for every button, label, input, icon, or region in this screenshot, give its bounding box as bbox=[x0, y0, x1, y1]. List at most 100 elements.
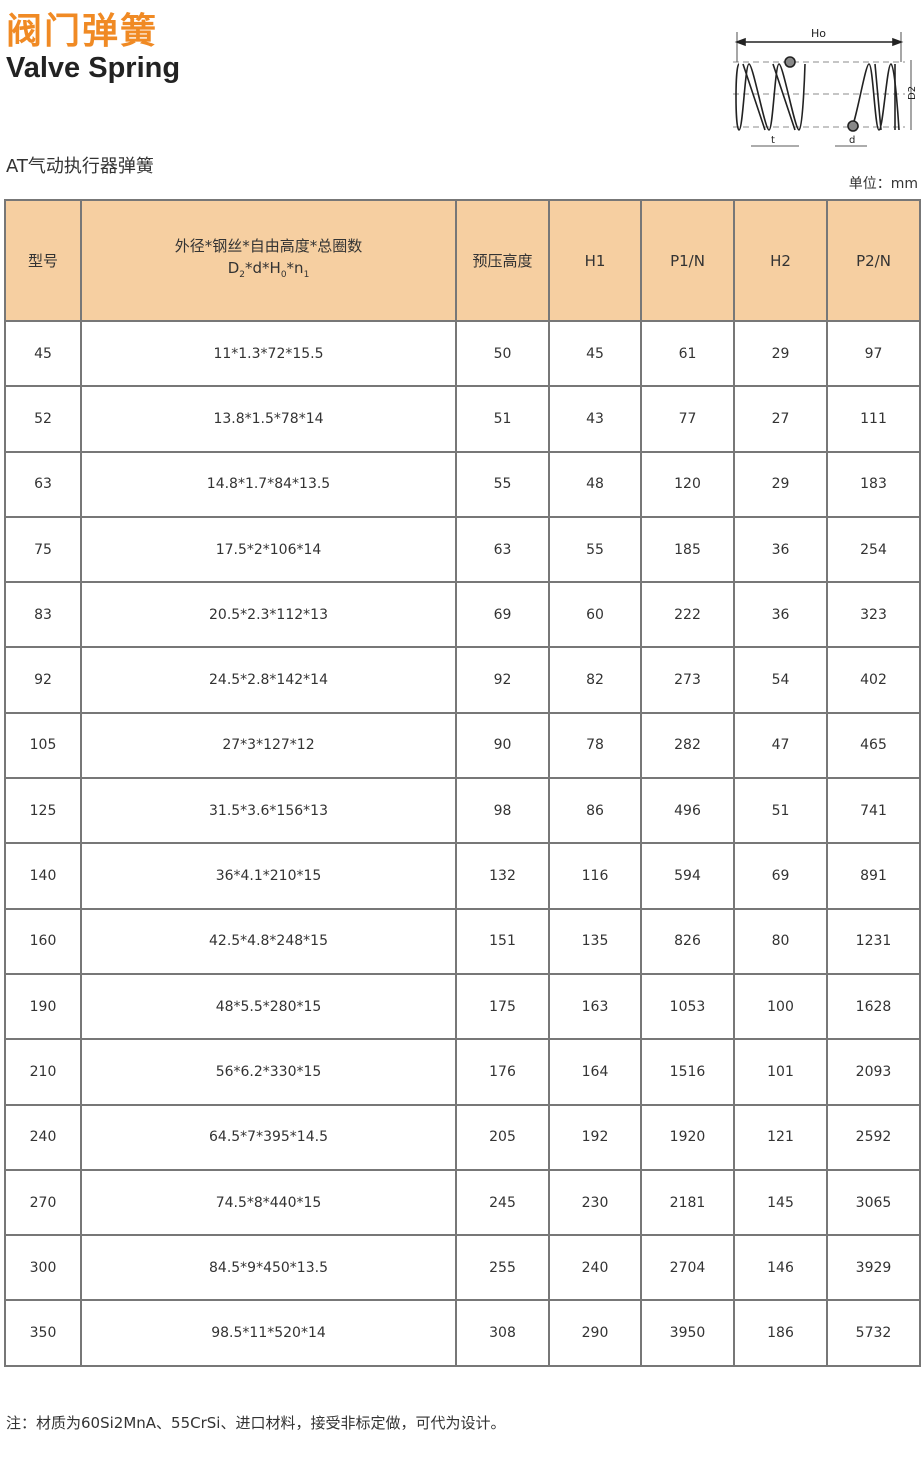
cell-h1: 240 bbox=[548, 1234, 642, 1302]
cell-p2: 741 bbox=[826, 777, 921, 845]
d-label: d bbox=[849, 135, 855, 146]
header-p1: P1/N bbox=[640, 199, 735, 322]
cell-spec: 31.5*3.6*156*13 bbox=[80, 777, 457, 845]
cell-h1: 60 bbox=[548, 581, 642, 649]
cell-p2: 1628 bbox=[826, 972, 921, 1041]
header-preload: 预压高度 bbox=[455, 199, 550, 322]
cell-model: 52 bbox=[4, 385, 82, 453]
cell-h1: 135 bbox=[548, 907, 642, 975]
cell-spec: 24.5*2.8*142*14 bbox=[80, 646, 457, 714]
header-spec-text: 外径*钢丝*自由高度*总圈数 bbox=[174, 237, 363, 255]
header-h2: H2 bbox=[733, 199, 828, 322]
table-row: 210 56*6.2*330*15 176 164 1516 101 2093 bbox=[4, 1038, 921, 1106]
cell-h2: 29 bbox=[733, 450, 828, 518]
cell-model: 125 bbox=[4, 777, 82, 845]
cell-preload: 90 bbox=[455, 711, 550, 780]
cell-h2: 145 bbox=[733, 1168, 828, 1237]
cell-preload: 255 bbox=[455, 1234, 550, 1302]
cell-preload: 51 bbox=[455, 385, 550, 453]
cell-h2: 101 bbox=[733, 1038, 828, 1106]
table-row: 125 31.5*3.6*156*13 98 86 496 51 741 bbox=[4, 777, 921, 845]
cell-p2: 323 bbox=[826, 581, 921, 649]
cell-preload: 92 bbox=[455, 646, 550, 714]
cell-spec: 64.5*7*395*14.5 bbox=[80, 1103, 457, 1171]
cell-p1: 1516 bbox=[640, 1038, 735, 1106]
cell-spec: 13.8*1.5*78*14 bbox=[80, 385, 457, 453]
cell-h1: 163 bbox=[548, 972, 642, 1041]
cell-p2: 254 bbox=[826, 515, 921, 584]
cell-h1: 82 bbox=[548, 646, 642, 714]
cell-p2: 183 bbox=[826, 450, 921, 518]
spring-diagram: Ho D2 t d bbox=[733, 27, 918, 147]
cell-preload: 50 bbox=[455, 319, 550, 388]
cell-p1: 2704 bbox=[640, 1234, 735, 1302]
header-model: 型号 bbox=[4, 199, 82, 322]
cell-model: 300 bbox=[4, 1234, 82, 1302]
cell-h1: 43 bbox=[548, 385, 642, 453]
cell-model: 45 bbox=[4, 319, 82, 388]
cell-model: 83 bbox=[4, 581, 82, 649]
cell-h2: 36 bbox=[733, 515, 828, 584]
cell-h2: 29 bbox=[733, 319, 828, 388]
cell-p2: 402 bbox=[826, 646, 921, 714]
cell-h2: 69 bbox=[733, 842, 828, 910]
cell-spec: 11*1.3*72*15.5 bbox=[80, 319, 457, 388]
page-title-en: Valve Spring bbox=[6, 52, 181, 84]
cell-p2: 1231 bbox=[826, 907, 921, 975]
cell-h1: 164 bbox=[548, 1038, 642, 1106]
cell-p1: 826 bbox=[640, 907, 735, 975]
cell-h1: 45 bbox=[548, 319, 642, 388]
cell-h1: 78 bbox=[548, 711, 642, 780]
cell-h1: 48 bbox=[548, 450, 642, 518]
table-row: 83 20.5*2.3*112*13 69 60 222 36 323 bbox=[4, 581, 921, 649]
cell-spec: 48*5.5*280*15 bbox=[80, 972, 457, 1041]
cell-model: 63 bbox=[4, 450, 82, 518]
cell-h2: 121 bbox=[733, 1103, 828, 1171]
table-row: 140 36*4.1*210*15 132 116 594 69 891 bbox=[4, 842, 921, 910]
table-row: 52 13.8*1.5*78*14 51 43 77 27 111 bbox=[4, 385, 921, 453]
cell-h2: 51 bbox=[733, 777, 828, 845]
cell-preload: 205 bbox=[455, 1103, 550, 1171]
cell-h1: 55 bbox=[548, 515, 642, 584]
cell-h2: 100 bbox=[733, 972, 828, 1041]
cell-p2: 5732 bbox=[826, 1299, 921, 1367]
cell-h2: 54 bbox=[733, 646, 828, 714]
cell-spec: 74.5*8*440*15 bbox=[80, 1168, 457, 1237]
cell-h2: 27 bbox=[733, 385, 828, 453]
cell-model: 75 bbox=[4, 515, 82, 584]
unit-label: 单位：mm bbox=[848, 176, 918, 192]
cell-preload: 132 bbox=[455, 842, 550, 910]
footnote: 注：材质为60Si2MnA、55CrSi、进口材料，接受非标定做，可代为设计。 bbox=[6, 1414, 506, 1432]
t-label: t bbox=[771, 135, 775, 146]
cell-model: 190 bbox=[4, 972, 82, 1041]
cell-model: 160 bbox=[4, 907, 82, 975]
cell-spec: 27*3*127*12 bbox=[80, 711, 457, 780]
section-subtitle: AT气动执行器弹簧 bbox=[6, 156, 154, 177]
cell-p1: 282 bbox=[640, 711, 735, 780]
cell-model: 92 bbox=[4, 646, 82, 714]
cell-h2: 80 bbox=[733, 907, 828, 975]
cell-p1: 594 bbox=[640, 842, 735, 910]
cell-model: 105 bbox=[4, 711, 82, 780]
cell-preload: 308 bbox=[455, 1299, 550, 1367]
table-row: 105 27*3*127*12 90 78 282 47 465 bbox=[4, 711, 921, 780]
cell-spec: 14.8*1.7*84*13.5 bbox=[80, 450, 457, 518]
cell-h2: 186 bbox=[733, 1299, 828, 1367]
table-row: 92 24.5*2.8*142*14 92 82 273 54 402 bbox=[4, 646, 921, 714]
table-row: 300 84.5*9*450*13.5 255 240 2704 146 3929 bbox=[4, 1234, 921, 1302]
cell-p1: 273 bbox=[640, 646, 735, 714]
cell-model: 210 bbox=[4, 1038, 82, 1106]
cell-p2: 2592 bbox=[826, 1103, 921, 1171]
cell-model: 270 bbox=[4, 1168, 82, 1237]
cell-preload: 245 bbox=[455, 1168, 550, 1237]
cell-p2: 891 bbox=[826, 842, 921, 910]
cell-p2: 3929 bbox=[826, 1234, 921, 1302]
cell-p1: 496 bbox=[640, 777, 735, 845]
cell-preload: 55 bbox=[455, 450, 550, 518]
cell-p1: 77 bbox=[640, 385, 735, 453]
cell-p2: 465 bbox=[826, 711, 921, 780]
ho-label: Ho bbox=[811, 27, 826, 40]
cell-spec: 56*6.2*330*15 bbox=[80, 1038, 457, 1106]
page-title-cn: 阀门弹簧 bbox=[6, 11, 159, 52]
cell-p2: 97 bbox=[826, 319, 921, 388]
